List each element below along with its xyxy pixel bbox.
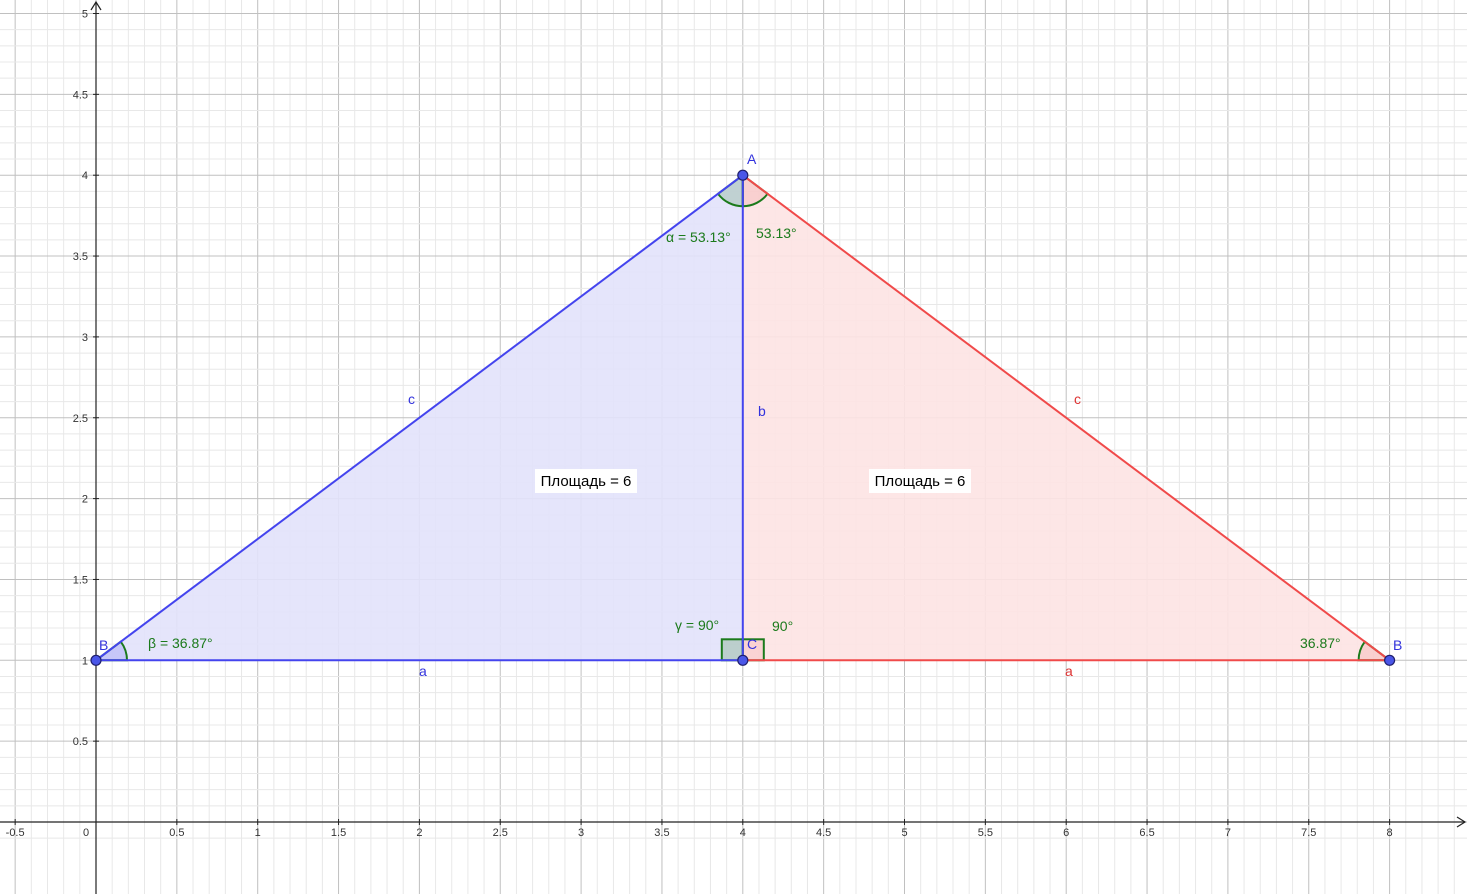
x-tick-label: 7.5 [1301,827,1316,839]
angle-alpha-label: α = 53.13° [666,229,731,245]
segment-left-c[interactable] [95,174,744,662]
y-tick-label: 3.5 [73,251,88,263]
y-tick-label: 4.5 [73,89,88,101]
segment-right-c[interactable] [742,174,1391,662]
angle-top-right-label: 53.13° [756,225,797,241]
x-tick-label: 6.5 [1139,827,1154,839]
x-tick-label: 0 [83,827,89,839]
y-tick-label: 0.5 [73,736,88,748]
area-label-right: Площадь = 6 [875,473,966,490]
x-tick-label: 5 [901,827,907,839]
angle-gamma-label: γ = 90° [675,617,719,633]
x-tick-label: 1.5 [331,827,346,839]
x-tick-label: 5.5 [978,827,993,839]
y-tick-label: 1.5 [73,574,88,586]
x-tick-label: 7 [1225,827,1231,839]
x-tick-label: 0.5 [169,827,184,839]
axis-tick-labels: -0.5 0 0.5 1 1.5 2 2.5 3 3.5 4 4.5 5 5.5 6 6.5 7 7.5 8 0.5… [6,9,1393,840]
point-b-left-label: B [99,637,108,653]
x-tick-label: 2.5 [493,827,508,839]
side-label-right-a: a [1065,663,1073,679]
point-c-label: C [747,636,757,652]
area-label-left-box [535,469,637,493]
point-c[interactable] [737,654,749,666]
point-a[interactable] [737,169,749,181]
y-axis-arrow [90,0,102,11]
point-a-label: A [747,151,757,167]
x-tick-label: 4 [740,827,746,839]
x-tick-label: 3.5 [654,827,669,839]
x-tick-label: 6 [1063,827,1069,839]
area-label-left: Площадь = 6 [541,473,632,490]
y-tick-label: 4 [82,170,88,182]
point-b-right-label: B [1393,637,1402,653]
angle-right-b-label: 36.87° [1300,635,1341,651]
point-b-right[interactable] [1383,654,1396,666]
x-tick-label: 1 [255,827,261,839]
y-tick-label: 2 [82,494,88,506]
x-tick-label: 4.5 [816,827,831,839]
angle-c-right-label: 90° [772,618,793,634]
x-tick-label: 8 [1387,827,1393,839]
angle-beta-label: β = 36.87° [148,635,213,651]
side-label-right-c: c [1074,391,1081,407]
x-tick-label: 3 [578,827,584,839]
x-tick-label: -0.5 [6,827,25,839]
point-b-left[interactable] [90,654,102,666]
y-tick-label: 5 [82,9,88,21]
y-tick-label: 2.5 [73,413,88,425]
y-tick-label: 1 [82,655,88,667]
side-label-left-a: a [419,663,427,679]
y-tick-label: 3 [82,332,88,344]
area-label-right-box [869,469,971,493]
x-tick-label: 2 [416,827,422,839]
side-label-left-c: c [408,391,415,407]
side-label-b: b [758,403,766,419]
x-axis-arrow [1456,816,1467,828]
